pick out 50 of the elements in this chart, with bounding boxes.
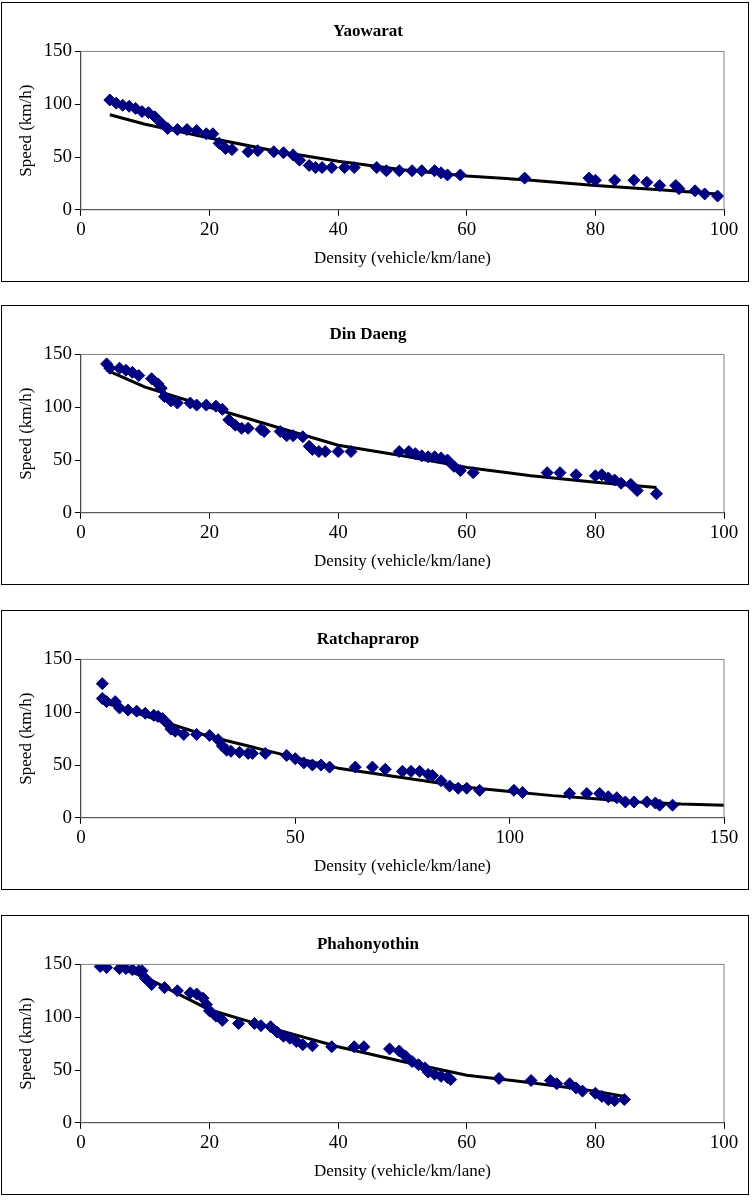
x-axis-title: Density (vehicle/km/lane)	[313, 551, 491, 571]
x-tick-label: 40	[328, 218, 348, 240]
y-tick-label: 150	[43, 342, 72, 364]
chart-title: Ratchaprarop	[316, 628, 420, 648]
x-tick-label: 40	[328, 521, 348, 543]
x-tick-label: 80	[585, 1131, 605, 1153]
x-tick-label: 0	[76, 521, 86, 543]
x-axis-title: Density (vehicle/km/lane)	[313, 1161, 491, 1181]
x-tick-label: 20	[200, 521, 220, 543]
x-tick-label: 60	[457, 521, 477, 543]
x-tick-label: 50	[285, 826, 305, 848]
y-axis-title: Speed (km/h)	[15, 997, 35, 1090]
y-tick-label: 0	[62, 197, 72, 219]
x-tick-label: 20	[200, 218, 220, 240]
y-tick-label: 150	[43, 952, 72, 974]
y-tick-label: 0	[62, 500, 72, 522]
y-tick-label: 100	[43, 92, 72, 114]
x-tick-label: 80	[585, 218, 605, 240]
y-tick-label: 0	[62, 1110, 72, 1132]
y-axis-title: Speed (km/h)	[15, 387, 35, 480]
x-tick-label: 100	[709, 218, 739, 240]
y-axis-title: Speed (km/h)	[15, 692, 35, 785]
y-tick-label: 50	[52, 752, 72, 774]
x-axis-title: Density (vehicle/km/lane)	[313, 856, 491, 876]
chart-title: Phahonyothin	[316, 933, 420, 953]
y-axis-title: Speed (km/h)	[15, 84, 35, 177]
y-tick-label: 0	[62, 805, 72, 827]
x-axis-title: Density (vehicle/km/lane)	[313, 248, 491, 268]
x-tick-label: 0	[76, 826, 86, 848]
y-tick-label: 50	[52, 1057, 72, 1079]
x-tick-label: 40	[328, 1131, 348, 1153]
x-tick-label: 100	[495, 826, 524, 848]
x-tick-label: 100	[709, 521, 739, 543]
chart-title: Din Daeng	[329, 323, 407, 343]
x-tick-label: 100	[709, 1131, 739, 1153]
x-tick-label: 80	[585, 521, 605, 543]
x-tick-label: 60	[457, 1131, 477, 1153]
y-tick-label: 150	[43, 39, 72, 61]
x-tick-label: 60	[457, 218, 477, 240]
y-tick-label: 100	[43, 700, 72, 722]
x-tick-label: 20	[200, 1131, 220, 1153]
x-tick-label: 150	[709, 826, 739, 848]
y-tick-label: 100	[43, 1005, 72, 1027]
y-tick-label: 150	[43, 647, 72, 669]
chart-title: Yaowarat	[333, 20, 404, 40]
x-tick-label: 0	[76, 218, 86, 240]
y-tick-label: 50	[52, 447, 72, 469]
y-tick-label: 50	[52, 144, 72, 166]
y-tick-label: 100	[43, 395, 72, 417]
x-tick-label: 0	[76, 1131, 86, 1153]
